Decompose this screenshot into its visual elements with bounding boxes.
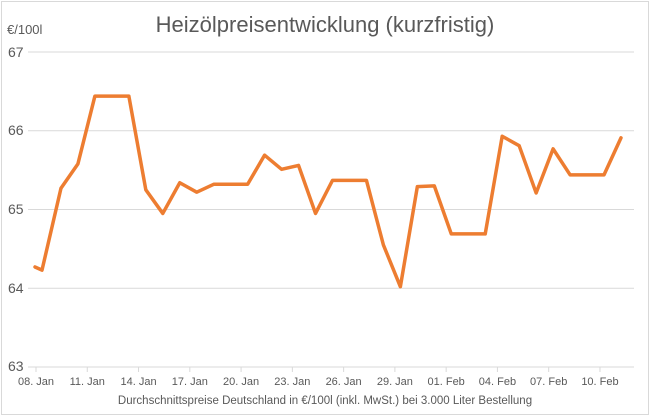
x-tick-label: 14. Jan [120, 376, 157, 388]
chart-title: Heizölpreisentwicklung (kurzfristig) [155, 12, 495, 37]
x-tick-label: 26. Jan [325, 376, 362, 388]
y-axis-unit-label: €/100l [7, 22, 43, 37]
gridlines [28, 51, 634, 289]
x-tick-label: 17. Jan [171, 376, 208, 388]
x-axis-label: Durchschnittspreise Deutschland in €/100… [117, 395, 533, 407]
x-tick-label: 01. Feb [427, 376, 465, 388]
x-axis [28, 366, 634, 372]
y-tick-66: 66 [8, 122, 24, 138]
x-tick-label: 08. Jan [17, 376, 55, 388]
x-tick-label: 20. Jan [223, 376, 260, 388]
x-tick-label: 07. Feb [530, 376, 568, 388]
y-tick-64: 64 [8, 280, 24, 296]
y-tick-65: 65 [8, 201, 24, 217]
x-tick-label: 11. Jan [69, 376, 105, 388]
price-line [33, 94, 623, 289]
x-tick-label: 10. Feb [581, 376, 619, 388]
x-tick-label: 23. Jan [274, 376, 311, 388]
x-tick-label: 04. Feb [478, 376, 517, 388]
x-tick-label: 29. Jan [376, 376, 413, 388]
y-tick-63: 63 [8, 358, 24, 374]
y-tick-67: 67 [8, 44, 24, 60]
